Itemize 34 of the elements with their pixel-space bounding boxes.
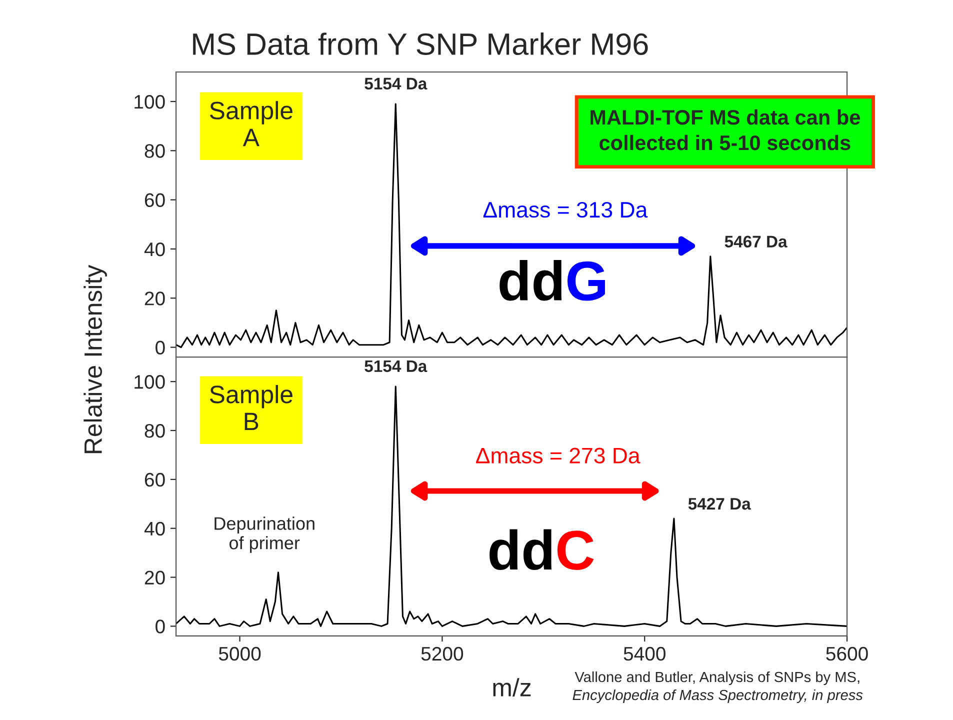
chart-title: MS Data from Y SNP Marker M96: [193, 32, 648, 55]
y-tick-label: 60: [144, 193, 165, 208]
annotation: MALDI-TOF MS data can be collected in 5-10 seconds: [590, 109, 860, 150]
annotation: Depurination of primer: [214, 516, 314, 553]
annotation: Sample A: [210, 101, 292, 146]
x-tick-label: 5000: [218, 646, 261, 661]
annotation: Δmass = 273 Da: [476, 448, 640, 464]
y-tick-label: 20: [144, 292, 165, 306]
x-tick-label: 5600: [826, 646, 868, 661]
y-tick-label: 100: [134, 375, 165, 389]
y-tick-label: 20: [144, 570, 165, 585]
y-tick-label: 60: [144, 472, 165, 487]
annotation: 5427 Da: [688, 498, 751, 510]
x-tick-label: 5200: [421, 646, 464, 661]
y-tick-label: 80: [144, 424, 165, 438]
annotation: 5154 Da: [364, 78, 428, 90]
annotation: ddG: [500, 260, 605, 301]
text: Vallone and Butler, Analysis of SNPs by MS,: [574, 671, 860, 686]
y-tick-label: 40: [144, 522, 165, 536]
annotation: Sample B: [210, 384, 292, 430]
y-tick-label: 80: [144, 144, 165, 158]
y-tick-label: 100: [134, 94, 165, 109]
annotation: Δmass = 313 Da: [483, 202, 648, 218]
y-tick-label: 0: [156, 620, 165, 634]
annotation: 5154 Da: [364, 360, 428, 372]
y-tick-label: 0: [156, 340, 165, 355]
y-axis-title: Relative Intensity: [84, 264, 107, 454]
annotation: 5467 Da: [724, 236, 788, 248]
annotation: ddC: [490, 529, 594, 570]
y-tick-label: 40: [144, 242, 165, 256]
line-series: [176, 386, 848, 627]
x-axis-title: m/z: [493, 678, 531, 696]
text: Encyclopedia of Mass Spectrometry, in press: [572, 689, 863, 704]
x-tick-label: 5400: [624, 646, 666, 661]
